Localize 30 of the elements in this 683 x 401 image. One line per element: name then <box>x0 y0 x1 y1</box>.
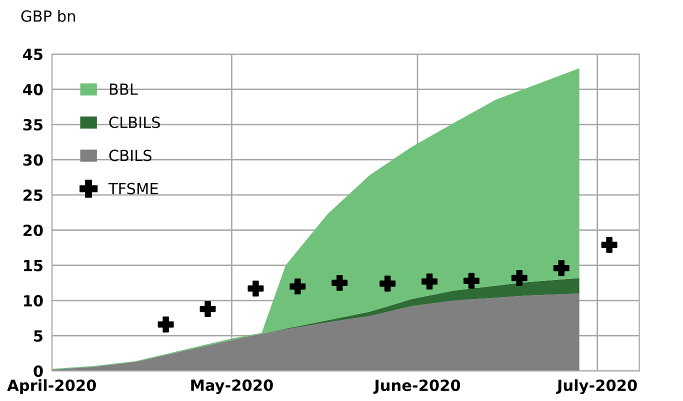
point <box>463 272 480 289</box>
y-tick-label: 40 <box>23 84 43 96</box>
point <box>158 316 174 332</box>
point <box>200 300 216 317</box>
y-tick-label: 10 <box>24 294 43 307</box>
y-axis-title: GBP bn <box>21 10 75 22</box>
point <box>332 274 348 291</box>
y-tick-label: 30 <box>23 154 43 166</box>
legend-label: BBL <box>110 84 138 95</box>
y-tick-label: 25 <box>24 189 43 201</box>
legend-label: TFSME <box>108 182 158 194</box>
point <box>511 270 528 286</box>
x-tick-label: July-2020 <box>556 379 637 394</box>
y-tick-label: 5 <box>34 330 43 342</box>
legend-label: CBILS <box>109 150 152 162</box>
y-tick-label: 0 <box>34 365 43 377</box>
legend-label: CLBILS <box>109 116 160 128</box>
y-tick-label: 45 <box>23 48 43 60</box>
point <box>380 276 396 292</box>
point <box>601 236 618 253</box>
point <box>290 278 306 294</box>
point <box>248 280 264 297</box>
y-tick-label: 35 <box>23 119 43 131</box>
x-tick-label: April-2020 <box>7 379 96 394</box>
point <box>553 260 570 276</box>
x-tick-label: June-2020 <box>373 380 460 394</box>
y-tick-label: 20 <box>24 224 43 236</box>
point <box>422 274 438 290</box>
y-tick-label: 15 <box>24 260 43 272</box>
x-tick-label: May-2020 <box>191 379 273 394</box>
